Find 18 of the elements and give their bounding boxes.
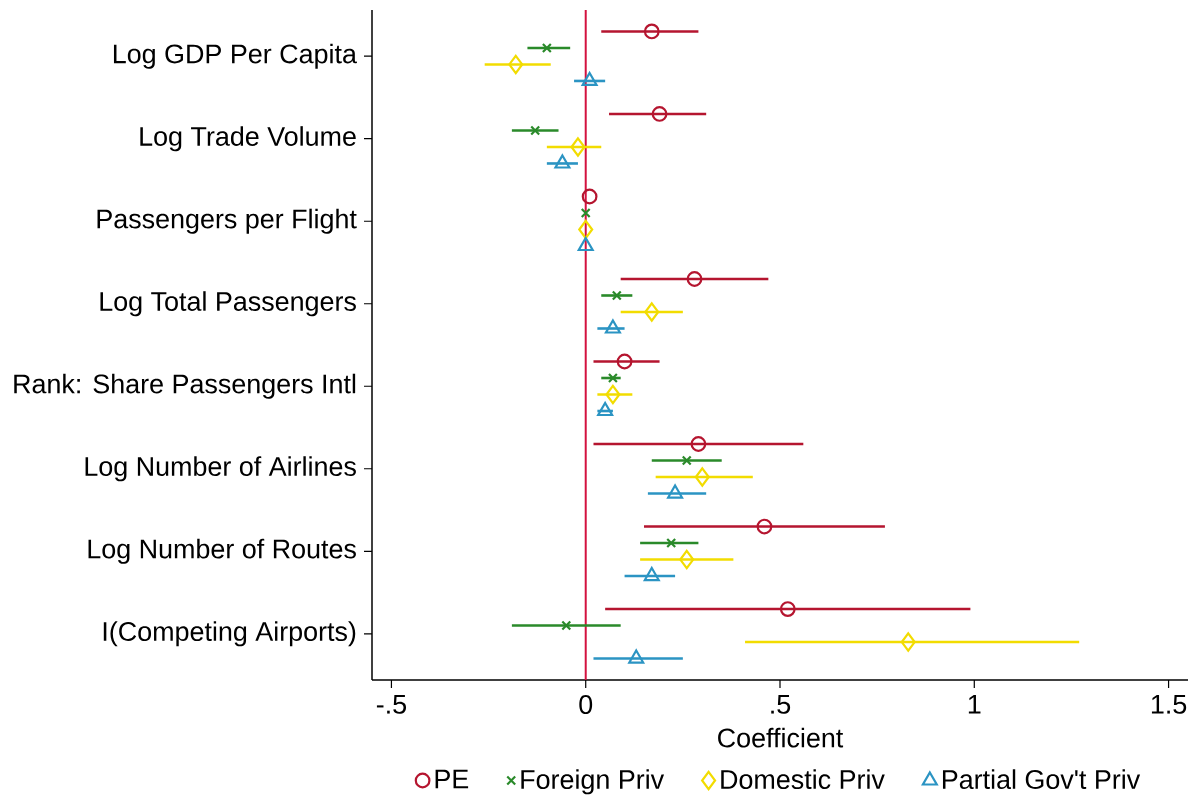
x-tick-label: 0: [579, 695, 593, 715]
x-tick-label: 1: [968, 695, 981, 714]
legend-label: Foreign Priv: [521, 769, 665, 795]
y-tick-label: Rank: Share Passengers Intl: [14, 373, 356, 399]
y-tick-label: Log Number of Airlines: [85, 456, 356, 482]
x-tick-label: -.5: [376, 695, 407, 714]
x-tick-label: .5: [771, 695, 791, 714]
x-tick-label: 1.5: [1151, 695, 1187, 714]
legend-label: Partial Gov't Priv: [942, 769, 1141, 790]
x-axis-title: Coefficient: [718, 727, 844, 748]
legend-label: Domestic Priv: [721, 769, 885, 790]
y-tick-label: Log Total Passengers: [100, 291, 356, 317]
y-tick-label: I(Competing Airports): [103, 621, 356, 647]
y-tick-label: Log GDP Per Capita: [113, 43, 357, 69]
y-tick-label: Log Trade Volume: [140, 126, 356, 152]
legend-label: PE: [435, 769, 469, 789]
y-tick-label: Passengers per Flight: [97, 208, 357, 234]
y-tick-label: Log Number of Routes: [88, 538, 356, 564]
